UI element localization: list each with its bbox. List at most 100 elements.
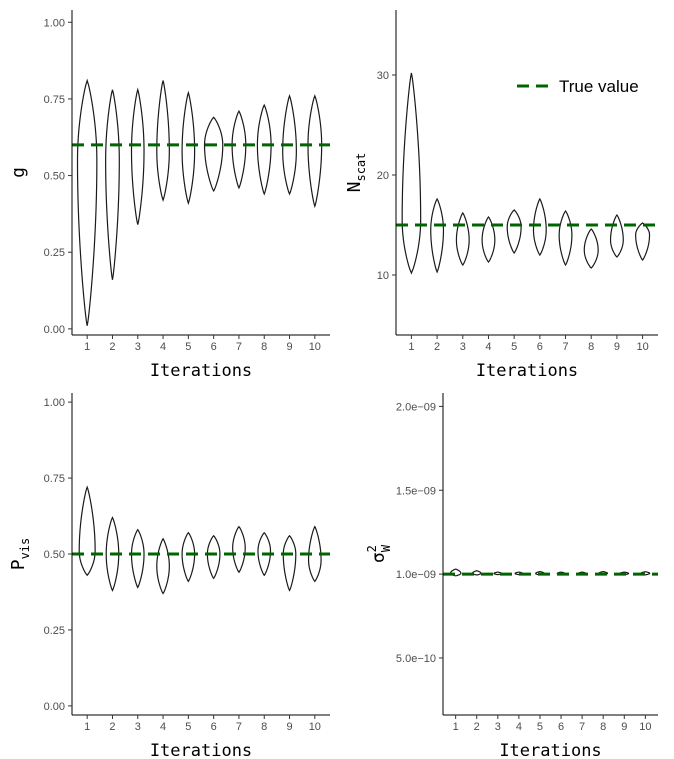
y-tick-label: 10 — [377, 270, 389, 282]
violin-iteration-4 — [156, 537, 170, 595]
legend: True value — [517, 77, 639, 96]
x-tick-label: 3 — [460, 341, 466, 353]
x-tick-label: 6 — [211, 341, 217, 353]
x-tick-label: 5 — [537, 721, 543, 733]
x-axis-title: Iterations — [476, 361, 578, 381]
x-tick-label: 4 — [160, 341, 166, 353]
x-tick-label: 7 — [236, 341, 242, 353]
violin-iteration-9 — [282, 94, 297, 196]
y-tick-label: 2.0e−09 — [396, 401, 436, 413]
violin-iteration-9 — [609, 213, 624, 258]
x-tick-label: 7 — [579, 721, 585, 733]
y-axis-title: Nscat — [344, 153, 368, 193]
x-tick-label: 9 — [621, 721, 627, 733]
violin-iteration-7 — [232, 525, 246, 574]
x-tick-label: 10 — [636, 341, 648, 353]
x-tick-label: 9 — [286, 721, 292, 733]
x-tick-label: 2 — [109, 721, 115, 733]
x-tick-label: 2 — [109, 341, 115, 353]
y-tick-label: 0.00 — [44, 324, 65, 336]
y-tick-label: 0.75 — [44, 94, 65, 106]
x-tick-label: 2 — [474, 721, 480, 733]
y-tick-label: 0.25 — [44, 247, 65, 259]
violin-iteration-8 — [583, 228, 599, 269]
x-tick-label: 3 — [495, 721, 501, 733]
x-tick-label: 8 — [588, 341, 594, 353]
panel-pvis: 0.00 0.25 0.50 0.75 1.00 1 2 3 4 5 6 7 8 9 10 Iteration… — [8, 393, 330, 759]
x-tick-label: 2 — [434, 341, 440, 353]
violin-iteration-3 — [130, 87, 145, 225]
x-tick-label: 3 — [135, 721, 141, 733]
y-tick-label: 0.50 — [44, 171, 65, 183]
x-tick-label: 7 — [236, 721, 242, 733]
x-tick-label: 4 — [160, 721, 166, 733]
y-tick-label: 1.00 — [44, 397, 65, 409]
violin-iteration-1 — [78, 485, 96, 577]
y-tick-label: 0.50 — [44, 549, 65, 561]
violin-iteration-10 — [307, 525, 322, 583]
y-tick-label: 0.00 — [44, 701, 65, 713]
violin-iteration-4 — [481, 215, 496, 263]
x-tick-label: 5 — [511, 341, 517, 353]
y-tick-label: 1.00 — [44, 17, 65, 29]
violin-iteration-1 — [401, 72, 422, 275]
y-tick-label: 1.5e−09 — [396, 485, 436, 497]
violin-iteration-3 — [455, 211, 470, 267]
violin-iteration-5 — [181, 531, 196, 583]
x-tick-label: 9 — [286, 341, 292, 353]
x-tick-label: 4 — [516, 721, 522, 733]
violin-iteration-8 — [256, 103, 272, 196]
violin-iteration-10 — [307, 94, 323, 209]
x-tick-label: 10 — [639, 721, 651, 733]
violin-iteration-8 — [257, 531, 272, 577]
violin-iteration-3 — [130, 528, 145, 589]
x-tick-label: 1 — [408, 341, 414, 353]
violin-iteration-2 — [105, 516, 120, 592]
violin-iteration-5 — [506, 209, 522, 255]
x-tick-label: 6 — [211, 721, 217, 733]
x-axis-title: Iterations — [499, 741, 601, 759]
violin-iteration-9 — [282, 534, 297, 592]
x-tick-label: 7 — [562, 341, 568, 353]
y-tick-label: 0.25 — [44, 625, 65, 637]
x-axis-title: Iterations — [150, 361, 252, 381]
x-tick-label: 5 — [185, 341, 191, 353]
violin-iteration-7 — [558, 209, 573, 267]
x-tick-label: 4 — [485, 341, 491, 353]
x-tick-label: 5 — [185, 721, 191, 733]
x-tick-label: 1 — [84, 341, 90, 353]
x-tick-label: 10 — [309, 341, 321, 353]
violin-iteration-1 — [76, 78, 98, 326]
x-tick-label: 8 — [261, 341, 267, 353]
legend-label: True value — [559, 77, 639, 96]
y-axis-title: Pvis — [8, 538, 32, 571]
x-tick-label: 1 — [453, 721, 459, 733]
x-tick-label: 8 — [261, 721, 267, 733]
y-tick-label: 20 — [377, 170, 389, 182]
violin-iteration-7 — [231, 109, 247, 190]
x-tick-label: 1 — [84, 721, 90, 733]
violin-iteration-6 — [203, 116, 224, 193]
violin-iteration-10 — [635, 222, 651, 261]
y-tick-label: 1.0e−09 — [396, 569, 436, 581]
panel-g: 0.00 0.25 0.50 0.75 1.00 1 2 3 4 5 6 7 8 9 10 Iteration… — [8, 10, 330, 381]
violin-iteration-2 — [105, 89, 120, 280]
y-axis-title: σ2W — [365, 544, 393, 563]
y-tick-label: 5.0e−10 — [396, 653, 436, 665]
x-tick-label: 10 — [309, 721, 321, 733]
x-axis-title: Iterations — [150, 741, 252, 759]
panel-sigma-w2: 5.0e−10 1.0e−09 1.5e−09 2.0e−09 1 2 3 4 5 6 7 8 9 10 I… — [365, 393, 658, 759]
violin-iteration-5 — [181, 90, 196, 206]
y-axis-title: g — [8, 167, 29, 178]
violin-iteration-6 — [532, 197, 547, 257]
panel-nscat: 10 20 30 1 2 3 4 5 6 7 8 9 10 Iterations Nscat — [344, 10, 658, 381]
x-tick-label: 9 — [614, 341, 620, 353]
x-tick-label: 6 — [558, 721, 564, 733]
x-tick-label: 3 — [135, 341, 141, 353]
violin-iteration-4 — [156, 80, 170, 202]
y-tick-label: 30 — [377, 70, 389, 82]
y-tick-label: 0.75 — [44, 473, 65, 485]
violin-iteration-6 — [206, 534, 221, 580]
